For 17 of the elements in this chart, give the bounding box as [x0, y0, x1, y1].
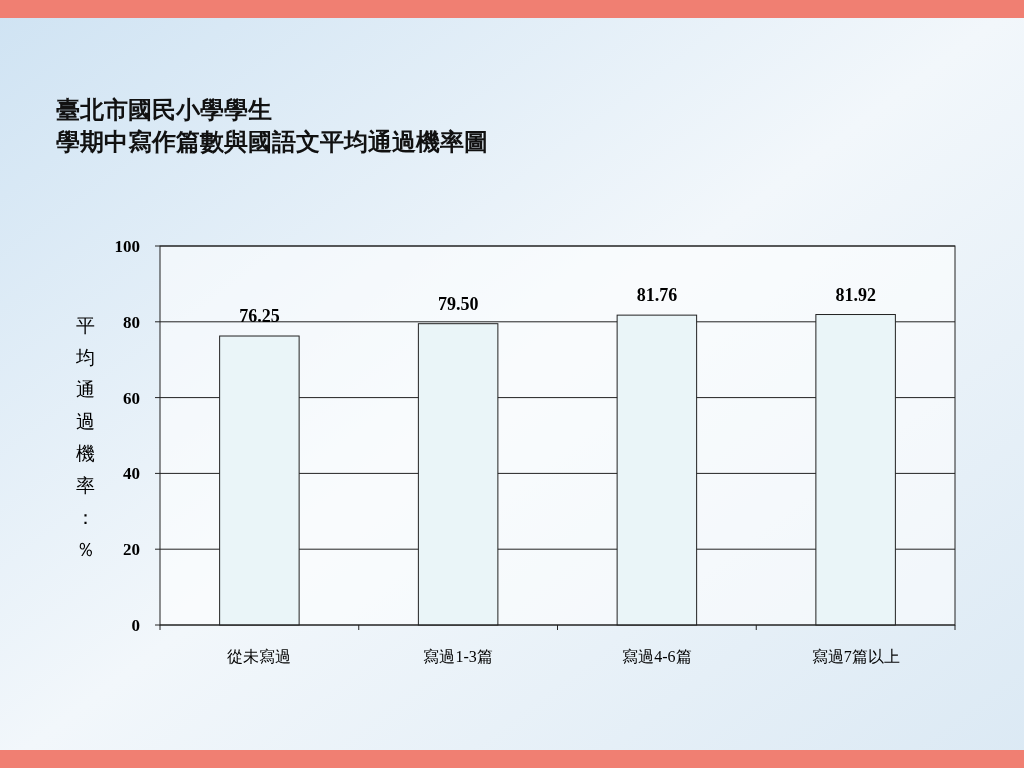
data-label: 81.76 — [636, 285, 678, 306]
y-axis-title: 平均通過機率：％ — [74, 314, 95, 560]
y-tick-label: 100 — [114, 236, 140, 256]
chart-subtitle: 學期中寫作篇數與國語文平均通過機率圖 — [56, 128, 488, 156]
data-label: 81.92 — [835, 284, 876, 305]
data-label: 76.25 — [239, 306, 280, 327]
x-tick-label: 寫過1-3篇 — [423, 648, 493, 665]
y-tick-label: 60 — [123, 388, 140, 408]
x-tick-label: 從未寫過 — [227, 648, 292, 665]
chart-title: 臺北市國民小學學生 — [56, 96, 272, 124]
y-tick-label: 40 — [123, 464, 140, 484]
x-tick-label: 寫過4-6篇 — [622, 648, 692, 665]
y-tick-label: 20 — [123, 540, 140, 560]
y-tick-label: 0 — [131, 615, 140, 635]
y-tick-label: 80 — [123, 312, 140, 332]
x-tick-label: 寫過7篇以上 — [811, 648, 900, 665]
data-label: 79.50 — [437, 293, 479, 314]
